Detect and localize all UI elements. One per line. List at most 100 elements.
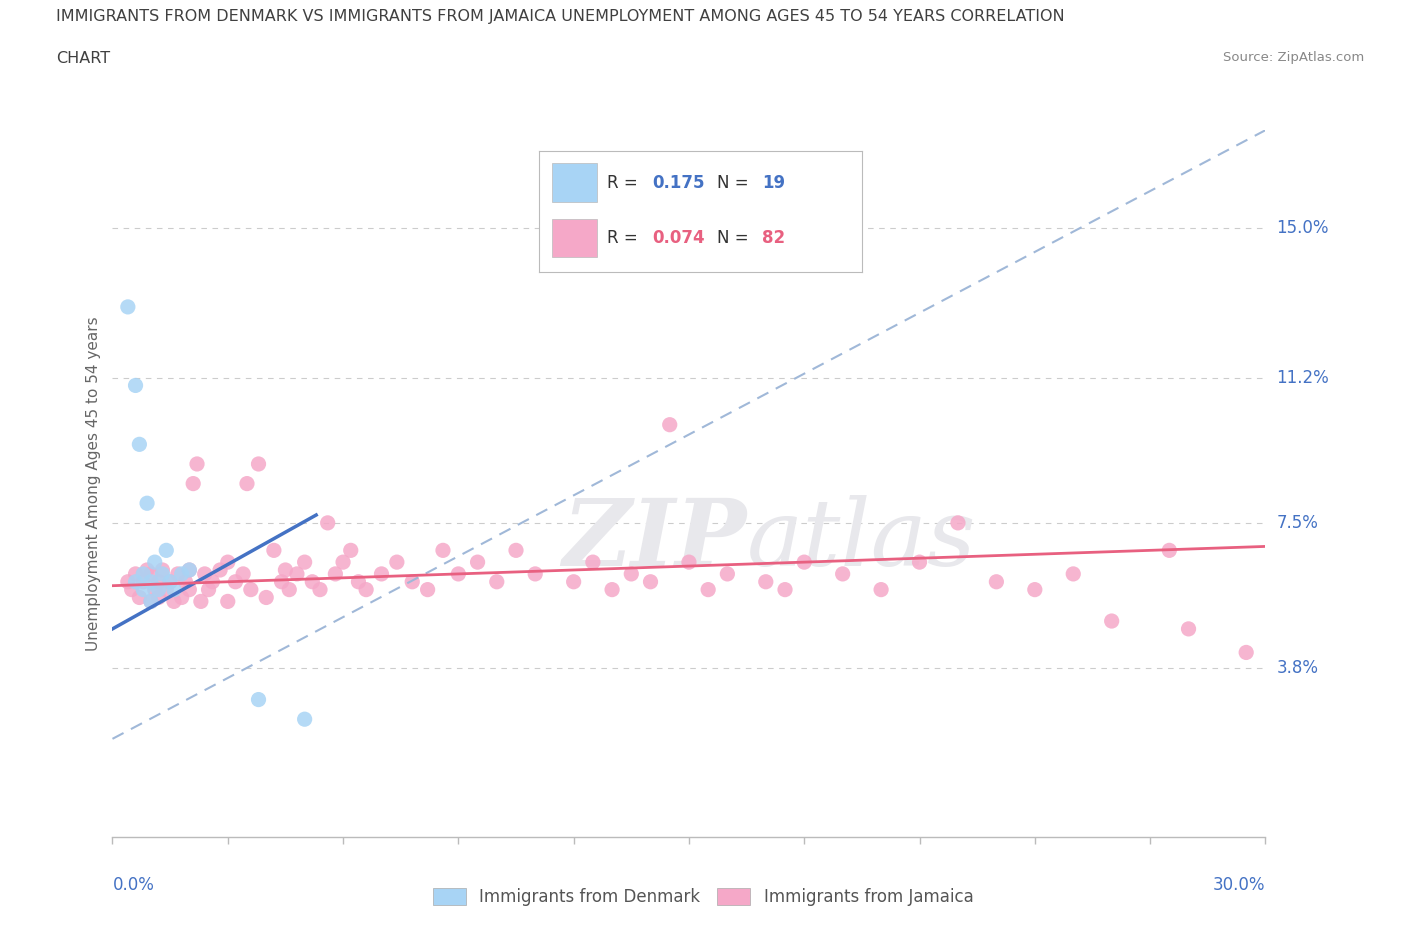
Point <box>163 594 186 609</box>
Point <box>946 515 969 530</box>
Point <box>197 582 219 597</box>
Point <box>332 554 354 569</box>
Text: 15.0%: 15.0% <box>1277 219 1329 237</box>
Point <box>254 590 277 604</box>
Y-axis label: Unemployment Among Ages 45 to 54 years: Unemployment Among Ages 45 to 54 years <box>86 316 101 651</box>
Point <box>347 575 370 590</box>
Point <box>132 575 155 590</box>
Point <box>401 575 423 590</box>
Point <box>117 299 139 314</box>
Point <box>447 566 470 581</box>
Point <box>232 566 254 581</box>
Point <box>582 554 605 569</box>
Point <box>166 566 188 581</box>
Point <box>179 582 201 597</box>
Point <box>640 575 662 590</box>
Point <box>224 575 246 590</box>
Text: IMMIGRANTS FROM DENMARK VS IMMIGRANTS FROM JAMAICA UNEMPLOYMENT AMONG AGES 45 TO: IMMIGRANTS FROM DENMARK VS IMMIGRANTS FR… <box>56 9 1064 24</box>
Point <box>294 711 316 726</box>
Point <box>658 418 681 432</box>
Point <box>170 590 193 604</box>
Point <box>136 496 159 511</box>
Point <box>908 554 931 569</box>
Point <box>505 543 527 558</box>
Point <box>278 582 301 597</box>
Point <box>148 575 170 590</box>
Point <box>124 378 146 392</box>
Point <box>485 575 508 590</box>
Point <box>986 575 1008 590</box>
Point <box>432 543 454 558</box>
Point <box>132 566 155 581</box>
Point <box>136 563 159 578</box>
Point <box>773 582 796 597</box>
Point <box>870 582 893 597</box>
Text: 3.8%: 3.8% <box>1277 659 1319 677</box>
Point <box>354 582 377 597</box>
Text: 11.2%: 11.2% <box>1277 368 1329 387</box>
Point <box>239 582 262 597</box>
Point <box>181 476 204 491</box>
Point <box>117 575 139 590</box>
Text: Source: ZipAtlas.com: Source: ZipAtlas.com <box>1223 51 1364 64</box>
Point <box>132 582 155 597</box>
Point <box>247 457 270 472</box>
Point <box>467 554 489 569</box>
Point <box>128 590 150 604</box>
Point <box>285 566 308 581</box>
Point <box>148 590 170 604</box>
Point <box>148 582 170 597</box>
Point <box>152 563 174 578</box>
Point <box>600 582 623 597</box>
Point <box>270 575 292 590</box>
Point <box>620 566 643 581</box>
Point <box>316 515 339 530</box>
Point <box>217 594 239 609</box>
Point <box>139 566 162 581</box>
Point <box>190 594 212 609</box>
Text: 30.0%: 30.0% <box>1213 876 1265 894</box>
Point <box>562 575 585 590</box>
Point <box>524 566 547 581</box>
Text: 0.0%: 0.0% <box>112 876 155 894</box>
Point <box>124 575 146 590</box>
Point <box>294 554 316 569</box>
Point <box>174 575 197 590</box>
Text: CHART: CHART <box>56 51 110 66</box>
Point <box>179 563 201 578</box>
Point <box>1101 614 1123 629</box>
Point <box>236 476 259 491</box>
Point <box>247 692 270 707</box>
Point <box>155 543 177 558</box>
Point <box>416 582 439 597</box>
Point <box>186 457 208 472</box>
Point <box>370 566 392 581</box>
Point <box>163 582 186 597</box>
Point <box>121 582 143 597</box>
Point <box>309 582 332 597</box>
Text: 7.5%: 7.5% <box>1277 514 1319 532</box>
Point <box>339 543 361 558</box>
Point <box>1159 543 1181 558</box>
Point <box>194 566 217 581</box>
Text: atlas: atlas <box>747 495 976 585</box>
Point <box>263 543 285 558</box>
Legend: Immigrants from Denmark, Immigrants from Jamaica: Immigrants from Denmark, Immigrants from… <box>426 881 980 912</box>
Point <box>139 575 162 590</box>
Point <box>143 582 166 597</box>
Point <box>170 566 193 581</box>
Point <box>139 594 162 609</box>
Text: ZIP: ZIP <box>562 495 747 585</box>
Point <box>697 582 720 597</box>
Point <box>209 563 232 578</box>
Point <box>128 437 150 452</box>
Point <box>1234 645 1257 660</box>
Point <box>152 566 174 581</box>
Point <box>678 554 700 569</box>
Point <box>385 554 408 569</box>
Point <box>274 563 297 578</box>
Point <box>1062 566 1084 581</box>
Point <box>831 566 853 581</box>
Point <box>159 575 181 590</box>
Point <box>155 582 177 597</box>
